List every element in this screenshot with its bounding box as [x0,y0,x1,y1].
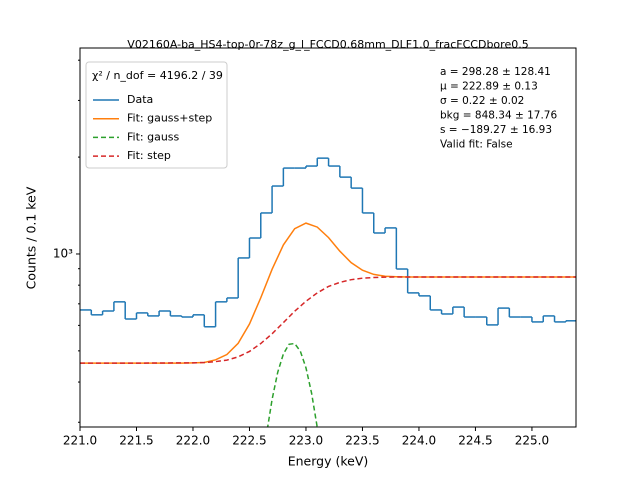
x-tick-label: 224.0 [402,434,436,448]
x-tick-label: 221.5 [119,434,153,448]
fit-curve [266,342,318,427]
x-tick-label: 222.5 [232,434,266,448]
legend-label: Data [127,93,153,106]
y-axis-label: Counts / 0.1 keV [24,186,39,289]
fit-annotation: σ = 0.22 ± 0.02 [440,95,524,107]
fit-annotation: μ = 222.89 ± 0.13 [440,81,538,93]
legend-label: Fit: gauss+step [127,112,212,125]
x-tick-label: 221.0 [63,434,97,448]
fit-curve [80,276,576,364]
x-tick-label: 225.0 [515,434,549,448]
x-tick-label: 223.0 [289,434,323,448]
x-tick-label: 224.5 [458,434,492,448]
legend-label: Fit: step [127,149,171,162]
legend-title: χ² / n_dof = 4196.2 / 39 [92,69,223,82]
chart-title: V02160A-ba_HS4-top-0r-78z_g_l_FCCD0.68mm… [127,38,528,51]
x-tick-label: 222.0 [176,434,210,448]
plot-area [80,157,576,427]
fit-annotation: Valid fit: False [440,139,513,151]
fit-annotation: a = 298.28 ± 128.41 [440,66,551,78]
axes-frame [79,47,577,428]
x-tick-label: 223.5 [345,434,379,448]
fit-curve [80,222,576,364]
legend-box [85,61,228,169]
legend: χ² / n_dof = 4196.2 / 39 Data Fit: gauss+s… [85,61,228,169]
legend-label: Fit: gauss [127,130,180,143]
fit-annotation: s = −189.27 ± 16.93 [440,124,552,136]
x-axis-label: Energy (keV) [288,454,369,469]
fit-annotation: bkg = 848.34 ± 17.76 [440,110,557,122]
y-tick-label: 10³ [53,246,73,260]
